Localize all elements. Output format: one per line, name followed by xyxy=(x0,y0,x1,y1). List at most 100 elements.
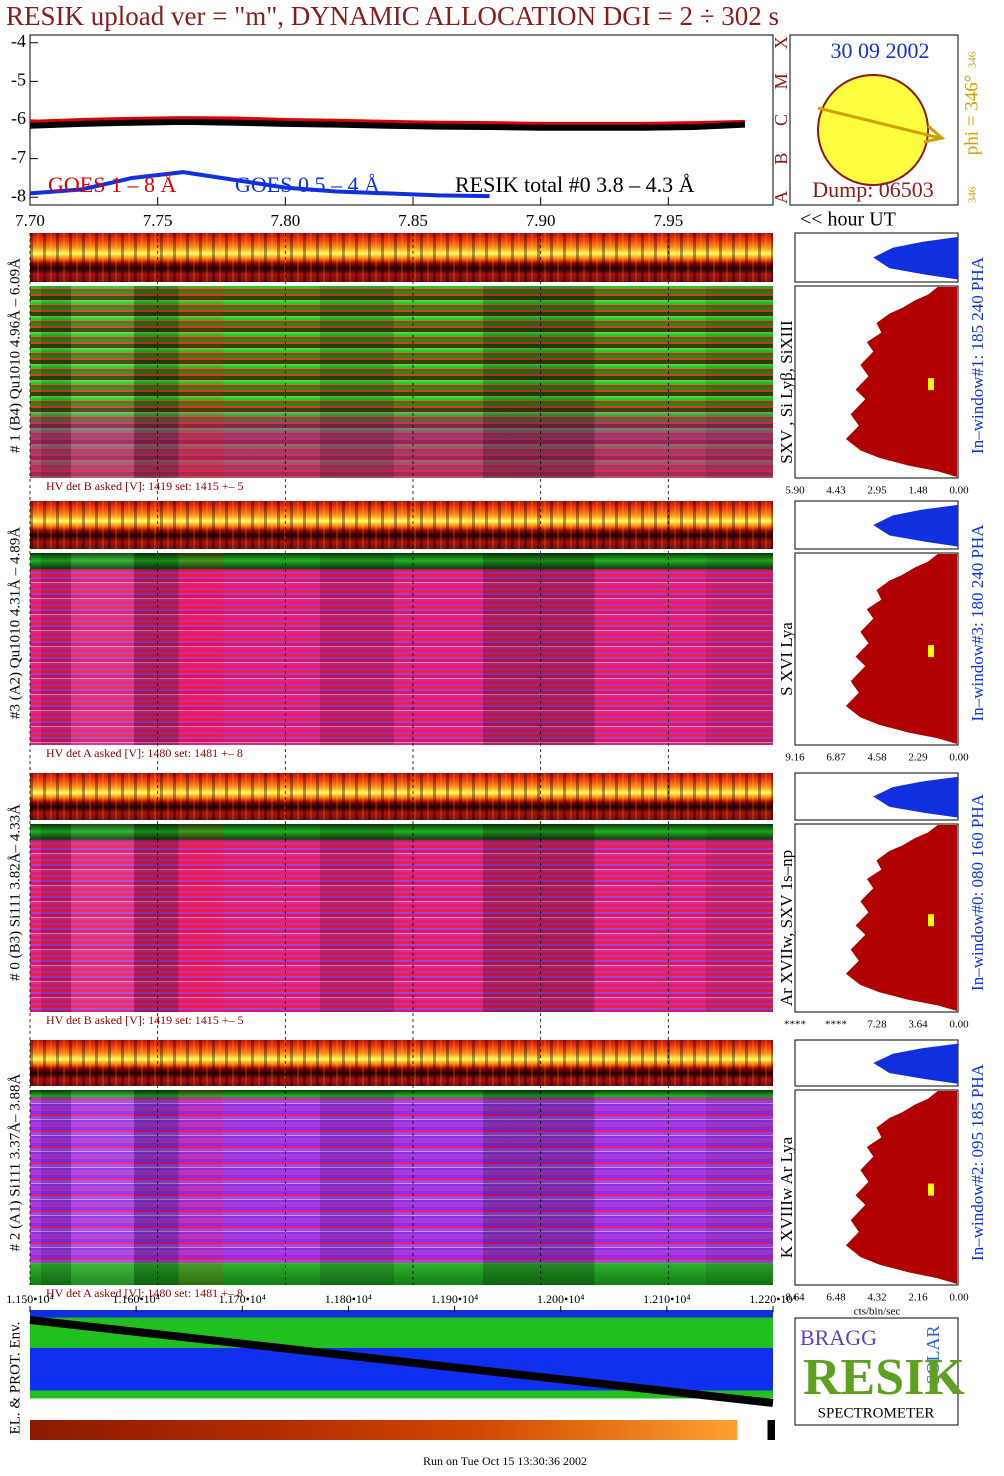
env-tick-label: 1.220•10⁴ xyxy=(749,1292,796,1306)
dump: Dump: 06503 xyxy=(812,177,934,202)
spectrum-map xyxy=(30,286,773,478)
class-letter: A xyxy=(771,191,791,204)
hv-label: HV det A asked [V]: 1480 set: 1481 +– 8 xyxy=(46,746,243,760)
spectrum-strip xyxy=(30,773,773,820)
side-label: S XVI Lya xyxy=(777,622,796,696)
window-label: In–window#3: 180 240 PHA xyxy=(968,524,987,722)
side-label: K XVIIIw Ar Lya xyxy=(777,1136,796,1258)
phi-arrow xyxy=(817,106,941,140)
logo-name: RESIK xyxy=(803,1349,965,1406)
logo-word: BRAGG xyxy=(800,1325,877,1350)
x-tick-label: 7.70 xyxy=(15,211,45,230)
hv-label: HV det B asked [V]: 1419 set: 1415 +– 5 xyxy=(46,479,244,493)
phi-small: 346 xyxy=(967,186,979,203)
logo-frame xyxy=(794,1317,959,1426)
window-marker xyxy=(928,914,934,927)
class-letter: M xyxy=(771,73,791,89)
panel-label: # 0 (B3) Si111 3.82Å– 4.33Å xyxy=(7,804,23,981)
hist-tick-label: 4.32 xyxy=(867,1292,886,1304)
x-tick-label: 7.80 xyxy=(270,211,300,230)
window-label: In–window#0: 080 160 PHA xyxy=(968,793,987,991)
x-tick-label: 7.90 xyxy=(526,211,556,230)
env-label: EL. & PROT. Env. xyxy=(7,1322,23,1435)
chart-title: RESIK upload ver = "m", DYNAMIC ALLOCATI… xyxy=(6,1,779,31)
spectrum-strip xyxy=(30,233,773,282)
hist-tick-label: 4.58 xyxy=(867,752,887,764)
panel-label: # 2 (A1) Si111 3.37Å– 3.88Å xyxy=(7,1074,23,1252)
hist-tick-label: 0.00 xyxy=(949,485,969,497)
env-tick-label: 1.190•10⁴ xyxy=(431,1292,478,1306)
class-letter: X xyxy=(771,36,791,49)
phi: phi = 346° xyxy=(961,75,982,156)
hist-tick-label: 2.16 xyxy=(908,1292,928,1304)
legend-entry: GOES 1 – 8 Å xyxy=(48,172,176,197)
hist-tick-label: 0.00 xyxy=(949,1292,969,1304)
hist-x-label: cts/bin/sec xyxy=(854,1306,901,1318)
hist-tick-label: 4.43 xyxy=(826,485,846,497)
logo-subtitle: SPECTROMETER xyxy=(818,1405,935,1421)
hist-tick-label: **** xyxy=(784,1019,806,1031)
position-frame xyxy=(789,34,959,206)
y-tick-label: -7 xyxy=(11,147,26,167)
hist-tick-label: 2.29 xyxy=(908,752,928,764)
y-tick-label: -6 xyxy=(11,108,26,128)
date: 30 09 2002 xyxy=(831,38,930,63)
env-tick-label: 1.200•10⁴ xyxy=(537,1292,584,1306)
panel-label: #3 (A2) Qu1010 4.31Å – 4.89Å xyxy=(7,527,23,719)
arrow-head xyxy=(923,124,946,144)
spectrum-map xyxy=(30,824,773,1012)
hv-label: HV det A asked [V]: 1480 set: 1481 +– 8 xyxy=(46,1286,243,1300)
footer: Run on Tue Oct 15 13:30:36 2002 xyxy=(423,1454,587,1468)
x-axis-label: << hour UT xyxy=(800,209,896,231)
side-label: Ar XVIIw, SXV 1s–np xyxy=(777,850,796,1006)
hist-tick-label: 6.48 xyxy=(826,1292,846,1304)
spectrum-strip xyxy=(30,1040,773,1086)
window-marker xyxy=(928,378,934,391)
hist-tick-label: 1.48 xyxy=(908,485,928,497)
hist-tick-label: 9.16 xyxy=(785,752,805,764)
hist-tick-label: 2.95 xyxy=(867,485,887,497)
x-tick-label: 7.85 xyxy=(398,211,428,230)
env-tick-label: 1.150•10⁴ xyxy=(6,1292,53,1306)
env-trace xyxy=(29,1316,774,1407)
phi-small: 346 xyxy=(967,51,979,68)
window-label: In–window#2: 095 185 PHA xyxy=(968,1063,987,1261)
legend-entry: GOES 0.5 – 4 Å xyxy=(235,172,380,197)
legend-entry: RESIK total #0 3.8 – 4.3 Å xyxy=(455,172,695,197)
env-bar xyxy=(30,1420,775,1440)
y-tick-label: -4 xyxy=(11,31,26,51)
series-line xyxy=(29,170,490,199)
hist-tick-label: 5.90 xyxy=(785,485,805,497)
window-label: In–window#1: 185 240 PHA xyxy=(968,256,987,454)
env-tick-label: 1.170•10⁴ xyxy=(219,1292,266,1306)
spectrum-map xyxy=(30,553,773,745)
hv-label: HV det B asked [V]: 1419 set: 1415 +– 5 xyxy=(46,1013,244,1027)
panel-label: # 1 (B4) Qu1010 4.96Å – 6.09Å xyxy=(7,258,23,453)
series-line xyxy=(29,118,746,131)
class-letter: C xyxy=(771,114,791,126)
window-marker xyxy=(928,1183,934,1196)
class-letter: B xyxy=(771,153,791,165)
x-tick-label: 7.75 xyxy=(143,211,173,230)
logo-word: SOLAR xyxy=(923,1325,943,1384)
spectrum-map xyxy=(30,1090,773,1285)
env-tick-label: 1.210•10⁴ xyxy=(643,1292,690,1306)
hist-tick-label: 0.00 xyxy=(949,1019,969,1031)
hist-tick-label: 6.87 xyxy=(826,752,846,764)
hist-tick-label: 3.64 xyxy=(908,1019,928,1031)
hist-tick-label: 8.64 xyxy=(785,1292,805,1304)
hist-tick-label: **** xyxy=(825,1019,847,1031)
window-marker xyxy=(928,645,934,658)
y-tick-label: -8 xyxy=(11,185,26,205)
side-label: SXV , Si Lyβ, SiXIII xyxy=(777,320,796,464)
series-line xyxy=(29,116,745,126)
hist-tick-label: 0.00 xyxy=(949,752,969,764)
spectrum-strip xyxy=(30,501,773,549)
x-tick-label: 7.95 xyxy=(653,211,683,230)
hist-tick-label: 7.28 xyxy=(867,1019,887,1031)
env-tick-label: 1.160•10⁴ xyxy=(112,1292,159,1306)
y-tick-label: -5 xyxy=(11,69,26,89)
env-tick-label: 1.180•10⁴ xyxy=(325,1292,372,1306)
